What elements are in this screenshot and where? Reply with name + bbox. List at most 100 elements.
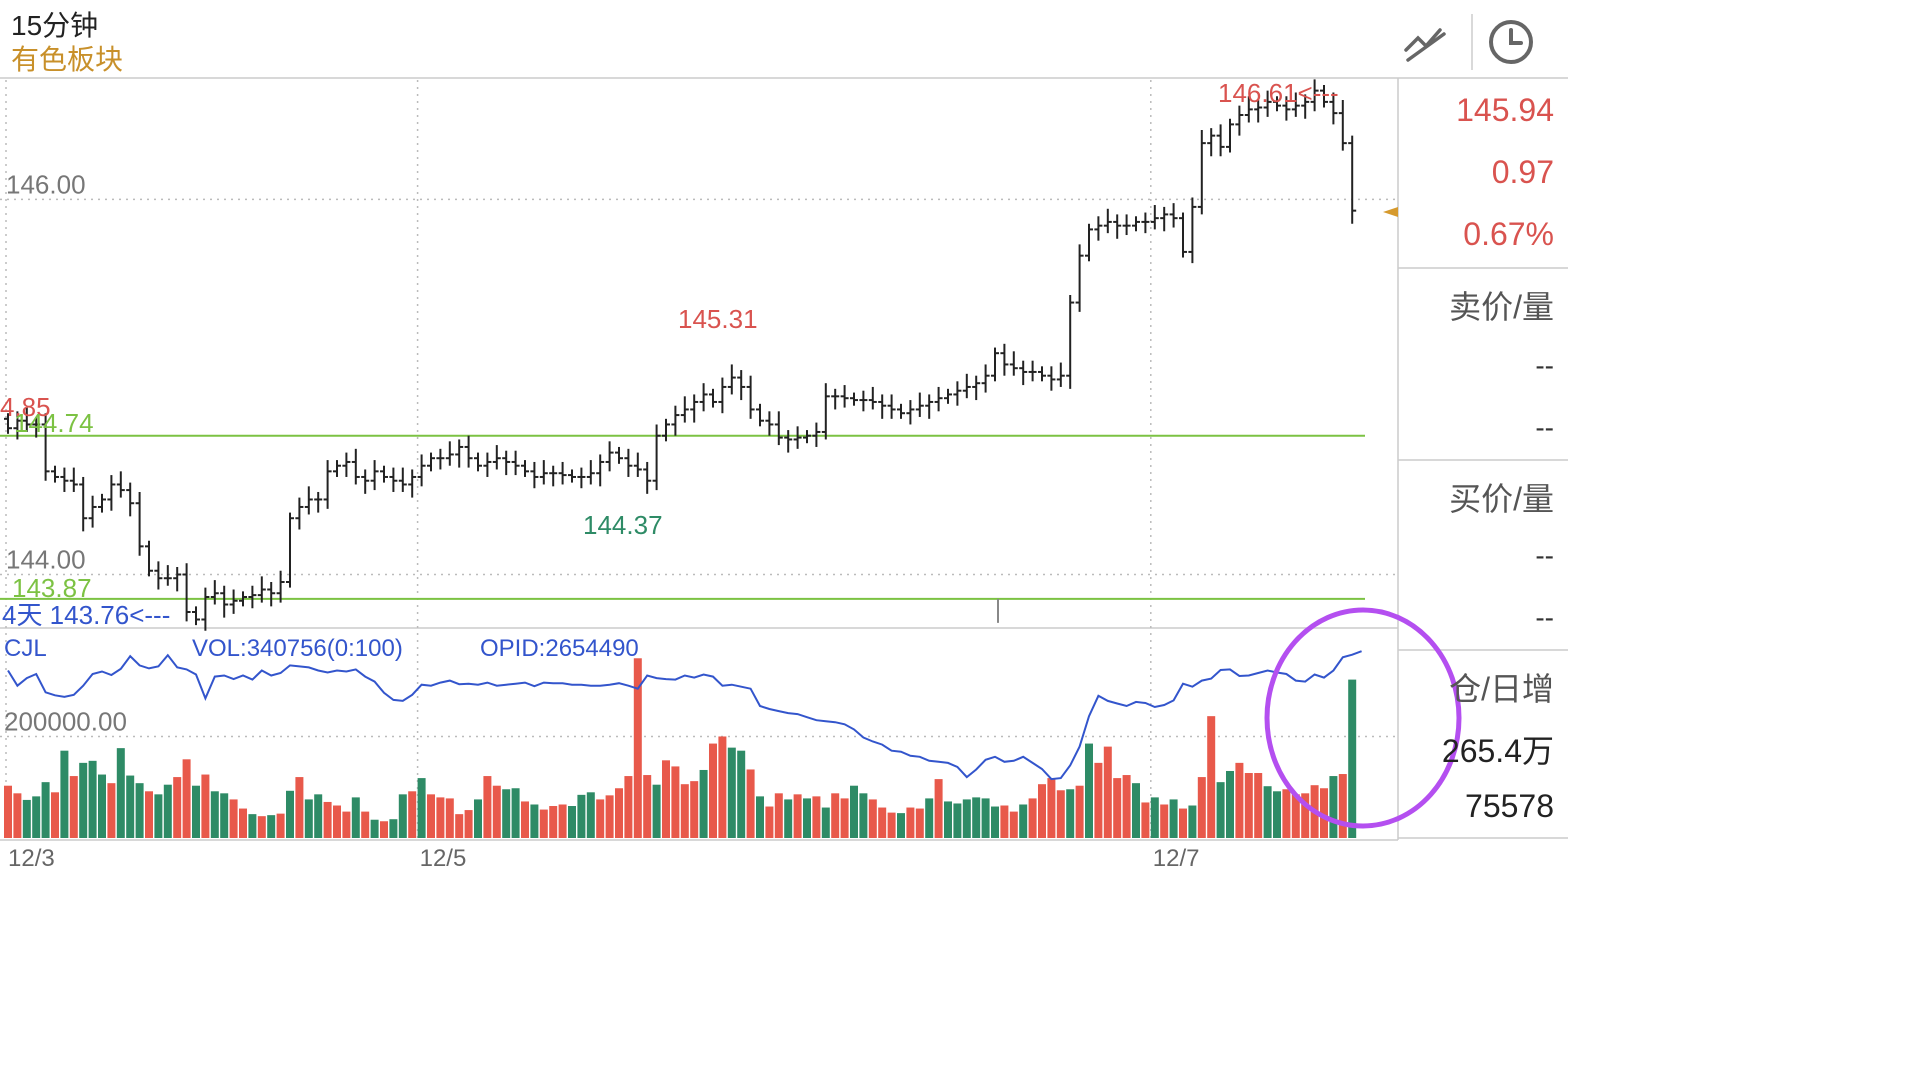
volume-bar <box>1169 799 1178 838</box>
ohlc-bar <box>539 460 548 485</box>
ohlc-bar <box>1028 360 1037 382</box>
volume-bar <box>709 743 717 838</box>
volume-bar <box>276 813 285 838</box>
open-interest-value: 265.4万 <box>1441 733 1554 769</box>
ohlc-bar <box>690 394 699 423</box>
ohlc-bar <box>145 540 153 577</box>
ohlc-bar <box>1310 79 1319 112</box>
ohlc-bar <box>182 563 191 622</box>
volume-bar <box>1320 788 1328 838</box>
annotation-period-low: 4天 143.76<--- <box>2 600 170 630</box>
volume-bar <box>361 811 370 838</box>
ohlc-bar <box>1075 244 1084 312</box>
volume-bar <box>530 804 539 838</box>
volume-bar <box>98 774 106 838</box>
ohlc-bar <box>502 450 511 476</box>
volume-bar <box>812 796 821 838</box>
volume-bar <box>60 750 69 838</box>
ohlc-bar <box>483 452 492 477</box>
volume-bar <box>972 797 981 838</box>
date-tick-label: 12/3 <box>8 845 55 872</box>
volume-bar <box>351 797 360 838</box>
ohlc-bar <box>596 454 605 487</box>
open-interest-label: 仓/日增 <box>1449 671 1554 707</box>
ohlc-bar <box>962 373 971 399</box>
volume-bar <box>831 793 840 838</box>
volume-bar <box>492 785 501 838</box>
volume-bar <box>323 801 332 838</box>
ohlc-bar <box>361 469 370 494</box>
ohlc-bar <box>709 388 717 408</box>
volume-bar <box>840 798 849 838</box>
ohlc-bar <box>1263 90 1272 117</box>
volume-bar <box>1282 789 1291 838</box>
volume-bar <box>135 783 144 838</box>
volume-bar <box>436 797 445 838</box>
ohlc-bar <box>803 430 811 444</box>
volume-bar <box>615 788 623 838</box>
volume-bar <box>314 794 323 838</box>
ohlc-bar <box>88 495 97 528</box>
clock-icon[interactable] <box>1483 14 1539 70</box>
ohlc-bar <box>1348 135 1357 224</box>
volume-bar <box>79 762 88 838</box>
ohlc-bar <box>276 570 285 603</box>
ohlc-bar <box>1094 216 1103 241</box>
date-tick-label: 12/5 <box>420 845 467 872</box>
volume-bar <box>1019 804 1028 838</box>
ohlc-bar <box>756 403 764 427</box>
ohlc-bar <box>1301 94 1310 119</box>
volume-bar <box>192 785 200 838</box>
ohlc-bar <box>699 383 708 412</box>
ohlc-bar <box>1338 100 1347 151</box>
volume-bar <box>182 759 191 838</box>
volume-bar <box>962 799 971 838</box>
volume-bar <box>1226 770 1234 838</box>
drawing-tool-icon[interactable] <box>1398 14 1454 70</box>
volume-bar <box>116 748 125 838</box>
ohlc-bar <box>624 448 633 477</box>
volume-bar <box>1056 790 1065 838</box>
ohlc-bar <box>445 441 454 466</box>
volume-bar <box>746 769 755 838</box>
volume-bar <box>793 794 802 838</box>
volume-bar <box>1094 762 1103 838</box>
volume-bar <box>126 775 135 838</box>
volume-bar <box>483 776 492 838</box>
volume-bar <box>671 766 680 838</box>
ohlc-bar <box>286 512 294 588</box>
ohlc-bar <box>60 467 69 492</box>
ohlc-bar <box>558 461 567 485</box>
ohlc-bar <box>953 381 962 406</box>
ohlc-bar <box>680 396 689 423</box>
date-tick-label: 12/7 <box>1153 845 1200 872</box>
volume-bar <box>286 790 294 838</box>
ohlc-bar <box>427 452 435 472</box>
ohlc-bar <box>615 446 623 464</box>
volume-bar <box>878 807 887 838</box>
ohlc-bar <box>765 411 774 436</box>
volume-bar <box>474 799 482 838</box>
ohlc-bar <box>1179 212 1187 258</box>
ohlc-bar <box>163 565 172 586</box>
volume-bar <box>605 795 614 838</box>
price-change-percent: 0.67% <box>1463 216 1554 252</box>
ohlc-bar <box>671 405 680 436</box>
ohlc-bar <box>643 461 652 494</box>
highlight-circle <box>1264 607 1462 829</box>
indicator-volume: VOL:340756(0:100) <box>192 635 403 662</box>
ohlc-bar <box>859 390 868 412</box>
ohlc-bar <box>173 566 182 592</box>
ohlc-bar <box>972 375 981 401</box>
chart-period-title[interactable]: 15分钟 <box>11 10 99 41</box>
ohlc-bar <box>98 493 106 513</box>
ohlc-bar <box>492 445 501 470</box>
ohlc-bar <box>295 497 304 530</box>
volume-bar <box>1038 784 1046 838</box>
volume-bar <box>333 805 341 838</box>
volume-bar <box>1179 808 1187 838</box>
volume-bar <box>1273 791 1281 838</box>
ohlc-bar <box>1113 214 1122 239</box>
volume-bar <box>88 760 97 838</box>
